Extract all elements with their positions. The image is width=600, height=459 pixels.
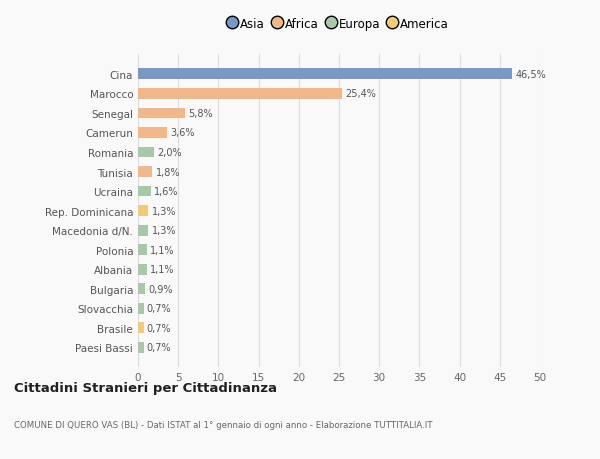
Bar (138, 167, 152, 178)
Text: 0,9%: 0,9% (148, 284, 173, 294)
Bar (138, 342, 143, 353)
Bar (138, 303, 143, 314)
Bar (138, 147, 154, 158)
Text: 3,6%: 3,6% (170, 128, 194, 138)
Text: Cittadini Stranieri per Cittadinanza: Cittadini Stranieri per Cittadinanza (14, 381, 277, 394)
Text: 5,8%: 5,8% (188, 109, 212, 118)
Text: 0,7%: 0,7% (147, 323, 172, 333)
Text: 1,3%: 1,3% (152, 226, 176, 235)
Bar (138, 245, 147, 256)
Text: COMUNE DI QUERO VAS (BL) - Dati ISTAT al 1° gennaio di ogni anno - Elaborazione : COMUNE DI QUERO VAS (BL) - Dati ISTAT al… (14, 420, 432, 429)
Text: 46,5%: 46,5% (515, 70, 546, 79)
Text: 0,7%: 0,7% (147, 343, 172, 353)
Bar (138, 323, 143, 334)
Text: 2,0%: 2,0% (157, 148, 182, 157)
Text: 1,1%: 1,1% (150, 265, 175, 274)
Bar (138, 108, 185, 119)
Bar (138, 69, 512, 80)
Text: 0,7%: 0,7% (147, 304, 172, 313)
Bar (138, 128, 167, 139)
Text: 25,4%: 25,4% (346, 89, 376, 99)
Legend: Asia, Africa, Europa, America: Asia, Africa, Europa, America (226, 14, 452, 34)
Bar (138, 206, 148, 217)
Text: 1,6%: 1,6% (154, 187, 179, 196)
Text: 1,8%: 1,8% (155, 167, 180, 177)
Bar (138, 89, 342, 100)
Bar (138, 264, 147, 275)
Bar (138, 225, 148, 236)
Bar (138, 186, 151, 197)
Text: 1,1%: 1,1% (150, 245, 175, 255)
Text: 1,3%: 1,3% (152, 206, 176, 216)
Bar (138, 284, 145, 295)
